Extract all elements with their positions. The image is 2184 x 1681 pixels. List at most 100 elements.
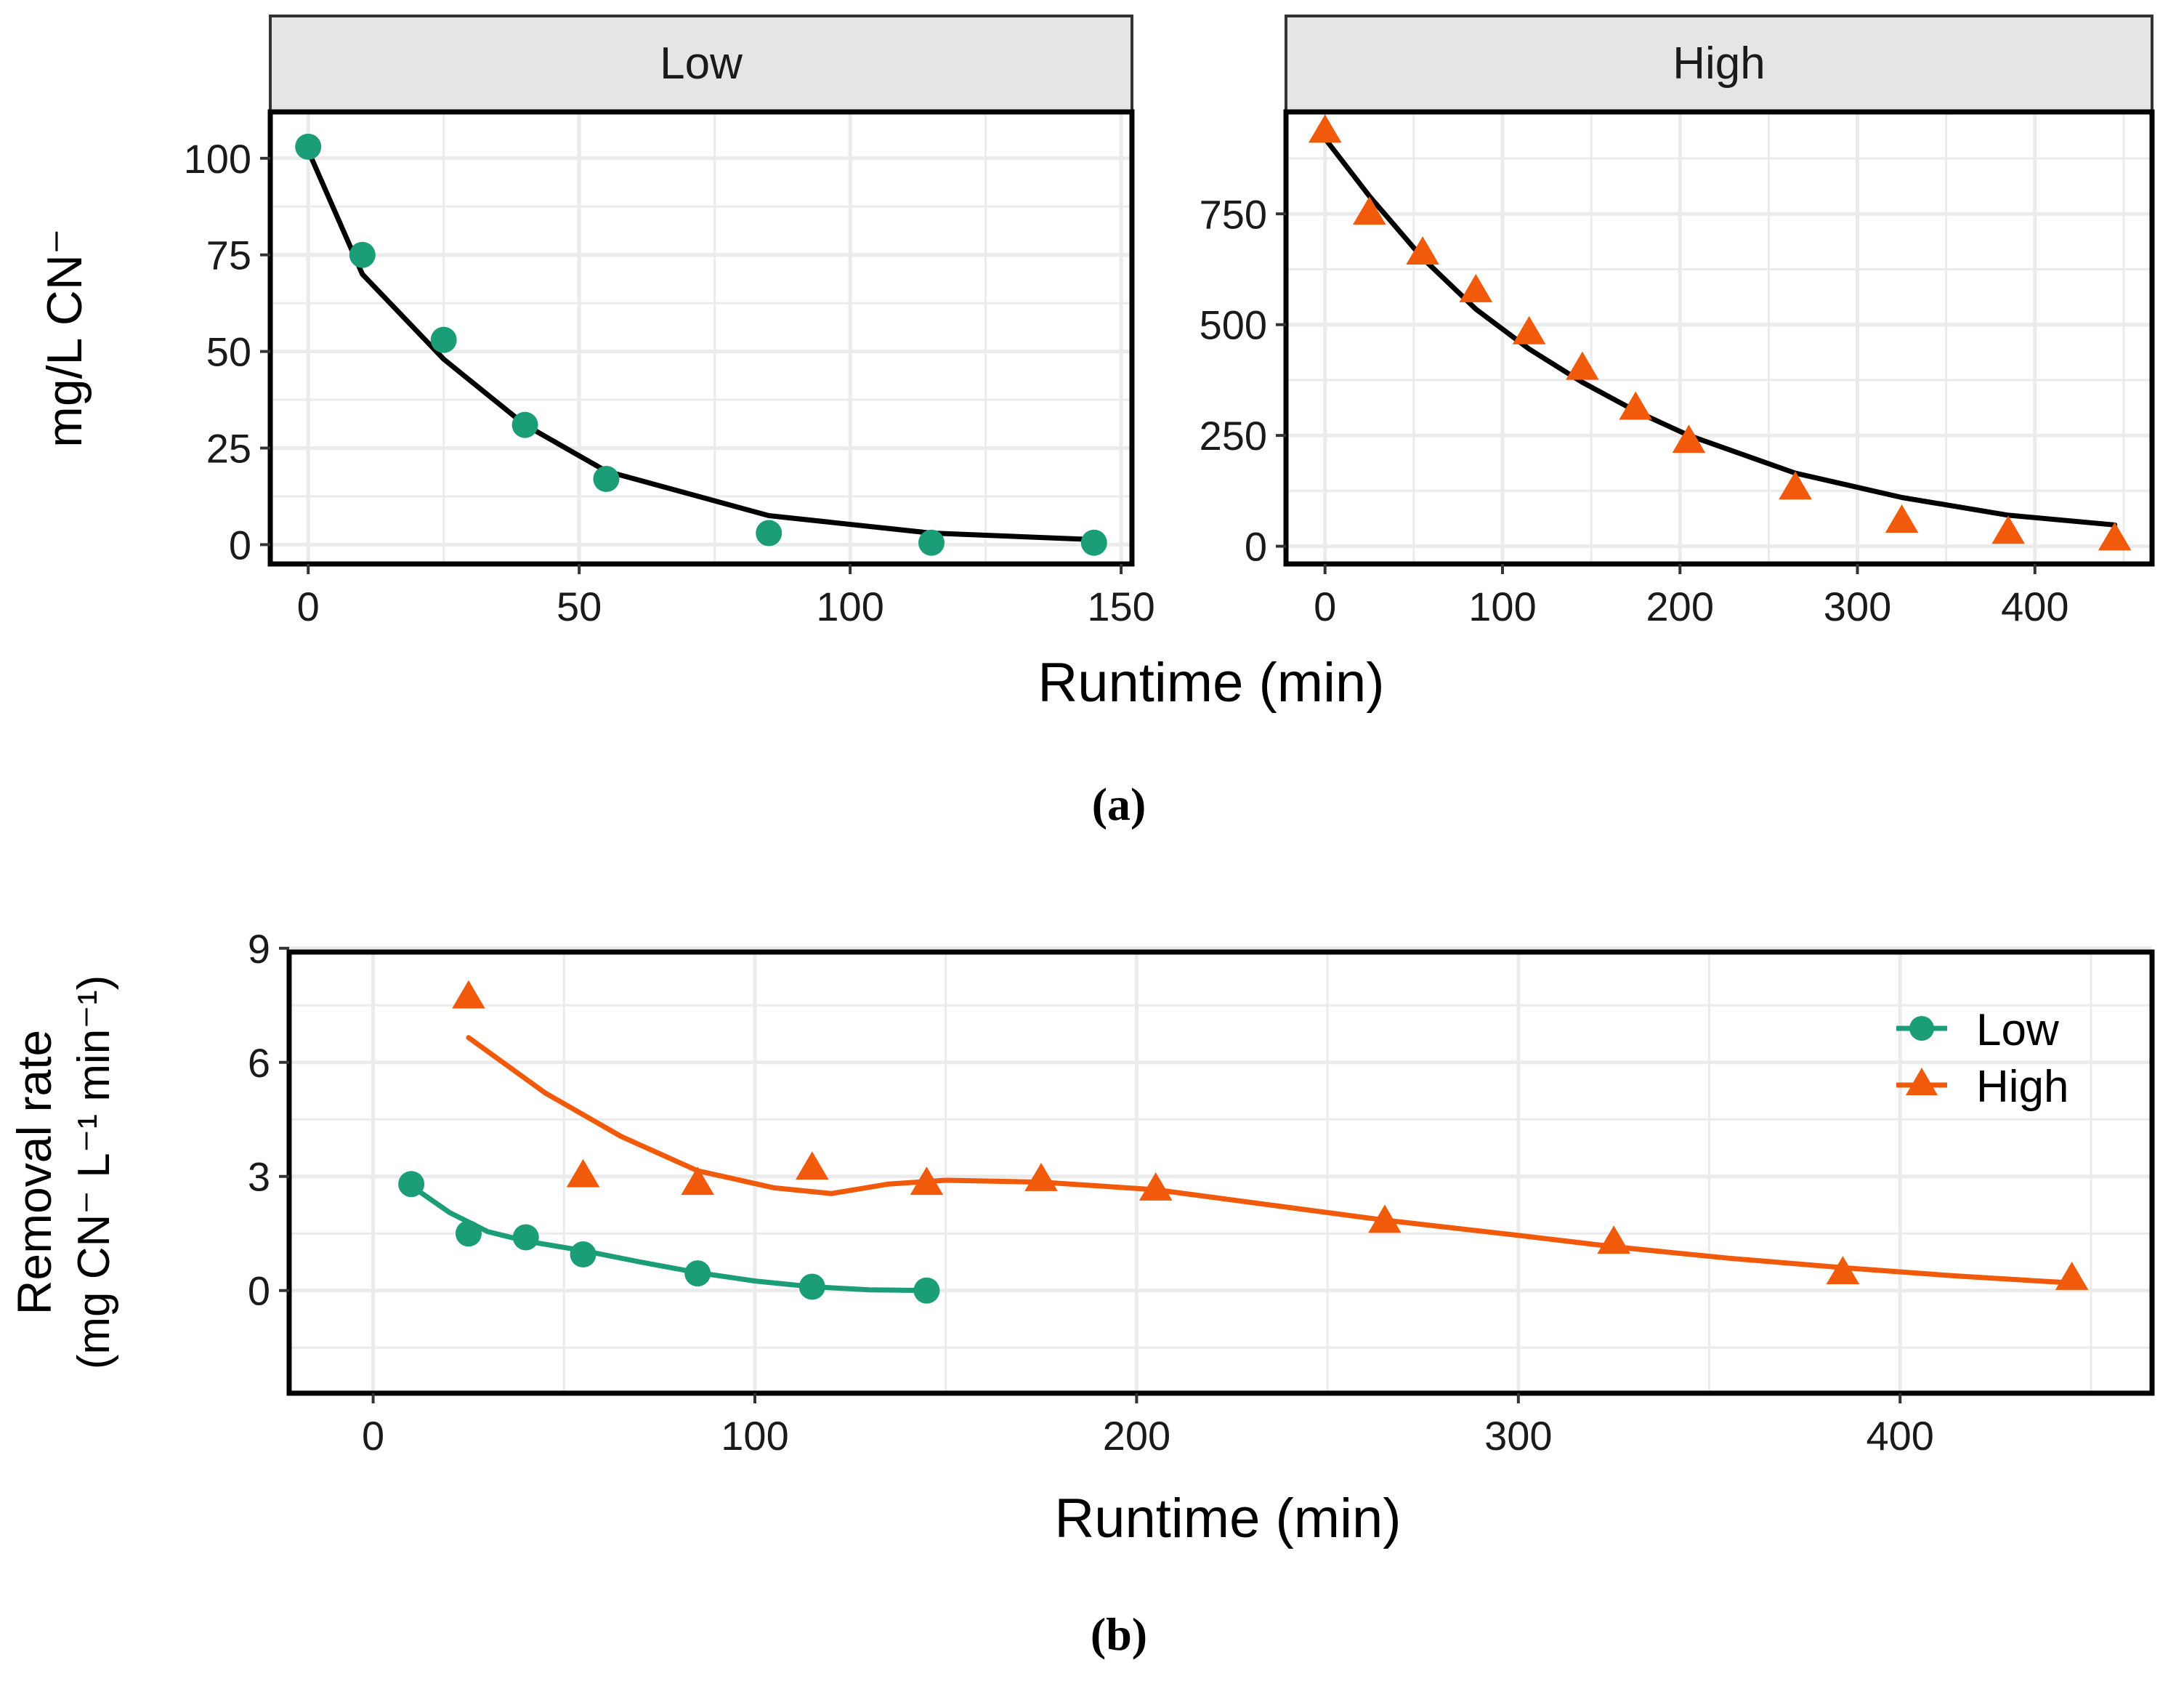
point-low [398, 1171, 425, 1198]
y-tick-label: 250 [1200, 413, 1267, 459]
x-tick-label: 150 [1087, 584, 1154, 629]
panel-a-low: Low 0 50 100 150 0 25 50 75 100 [184, 15, 1155, 629]
y-tick-label: 0 [229, 522, 251, 568]
x-tick-label: 0 [362, 1413, 384, 1459]
y-axis-label-b-line1: Removal rate [7, 1030, 61, 1315]
x-tick-label: 400 [1866, 1413, 1934, 1459]
point-high [681, 1166, 714, 1196]
x-ticks-b: 0 100 200 300 400 [362, 1393, 1934, 1459]
y-axis-label-b-line2: (mg CN⁻ L⁻¹ min⁻¹) [69, 975, 119, 1370]
legend-high-swatch-marker [1906, 1068, 1938, 1095]
grid-a-low [270, 112, 1132, 564]
legend-b: Low High [1896, 1005, 2069, 1112]
point-low [913, 1277, 940, 1304]
point-high [1368, 1204, 1402, 1233]
point-high [1566, 351, 1599, 380]
panel-label-a: (a) [1092, 778, 1146, 830]
strip-high-label: High [1673, 39, 1766, 89]
point-high [1512, 315, 1546, 344]
point-high [1779, 471, 1812, 500]
x-ticks-a-high: 0 100 200 300 400 [1314, 564, 2069, 629]
panel-b: 0 100 200 300 400 0 3 6 9 Low High [248, 926, 2155, 1459]
points-a-high [1308, 114, 2132, 551]
point-high [1138, 1172, 1173, 1201]
legend-item-high: High [1896, 1062, 2069, 1112]
point-low [918, 529, 945, 556]
x-tick-label: 0 [1314, 584, 1336, 629]
point-high [1672, 424, 1706, 453]
fit-line-a-low [305, 148, 1097, 542]
x-tick-label: 200 [1646, 584, 1714, 629]
plot-frame-a-low [267, 109, 1135, 567]
point-high [2055, 1262, 2089, 1290]
point-high [1619, 391, 1652, 420]
x-axis-label-a: Runtime (min) [1038, 652, 1384, 714]
x-tick-label: 200 [1103, 1413, 1170, 1459]
point-low [455, 1220, 482, 1247]
grid-a-high [1286, 112, 2152, 564]
point-low [511, 411, 538, 438]
point-low [593, 466, 620, 493]
point-low [512, 1224, 539, 1251]
point-high [1353, 196, 1386, 225]
point-high [1991, 515, 2025, 544]
strip-high-background [1285, 15, 2153, 113]
legend-low-label: Low [1976, 1005, 2059, 1055]
point-low [349, 241, 376, 268]
x-ticks-a-low: 0 50 100 150 [297, 564, 1155, 629]
plot-frame-a-high [1283, 109, 2155, 567]
point-high [1459, 273, 1493, 302]
fit-line-a-high [1322, 136, 2118, 528]
x-tick-label: 300 [1824, 584, 1891, 629]
strip-low-background [269, 15, 1133, 113]
y-ticks-a-low: 0 25 50 75 100 [184, 136, 270, 568]
panel-label-b: (b) [1091, 1608, 1147, 1660]
y-tick-label: 3 [248, 1154, 270, 1200]
smooth-lines-b [408, 1035, 2075, 1294]
y-tick-label: 25 [206, 426, 251, 472]
y-ticks-a-high: 0 250 500 750 [1200, 191, 1286, 570]
point-high [796, 1151, 829, 1180]
x-tick-label: 0 [297, 584, 320, 629]
plot-frame-b [286, 949, 2155, 1396]
point-high [1024, 1162, 1058, 1191]
point-high [1597, 1225, 1630, 1254]
x-tick-label: 100 [721, 1413, 788, 1459]
legend-high-label: High [1976, 1062, 2069, 1112]
smooth-line-high [466, 1035, 2075, 1286]
y-tick-label: 50 [206, 329, 251, 375]
point-low [798, 1273, 825, 1300]
x-tick-label: 100 [1468, 584, 1536, 629]
x-tick-label: 100 [816, 584, 883, 629]
y-tick-label: 0 [1245, 524, 1267, 570]
y-ticks-b: 0 3 6 9 [248, 926, 289, 1314]
legend-item-low: Low [1896, 1005, 2059, 1055]
points-b [398, 980, 2089, 1304]
panel-a-high: High 0 100 200 300 400 0 250 500 750 [1200, 15, 2155, 629]
point-low [430, 326, 457, 353]
fit-line [305, 148, 1097, 542]
point-low [570, 1241, 596, 1268]
point-low [756, 520, 782, 547]
point-low [684, 1260, 711, 1287]
point-high [1406, 236, 1439, 265]
y-tick-label: 500 [1200, 302, 1267, 348]
y-tick-label: 100 [184, 136, 251, 182]
strip-low-label: Low [660, 39, 743, 89]
point-high [2098, 522, 2132, 551]
points-a-low [295, 133, 1107, 556]
y-tick-label: 0 [248, 1268, 270, 1314]
point-high [1826, 1256, 1860, 1285]
x-tick-label: 400 [2001, 584, 2068, 629]
point-high [452, 980, 485, 1009]
point-high [1308, 114, 1342, 143]
point-high [910, 1166, 944, 1196]
y-tick-label: 9 [248, 926, 270, 972]
y-tick-label: 750 [1200, 191, 1267, 237]
smooth-line-low [408, 1183, 929, 1294]
y-tick-label: 75 [206, 233, 251, 278]
point-high [1885, 504, 1919, 533]
fit-line [1322, 136, 2118, 528]
point-high [566, 1158, 600, 1188]
